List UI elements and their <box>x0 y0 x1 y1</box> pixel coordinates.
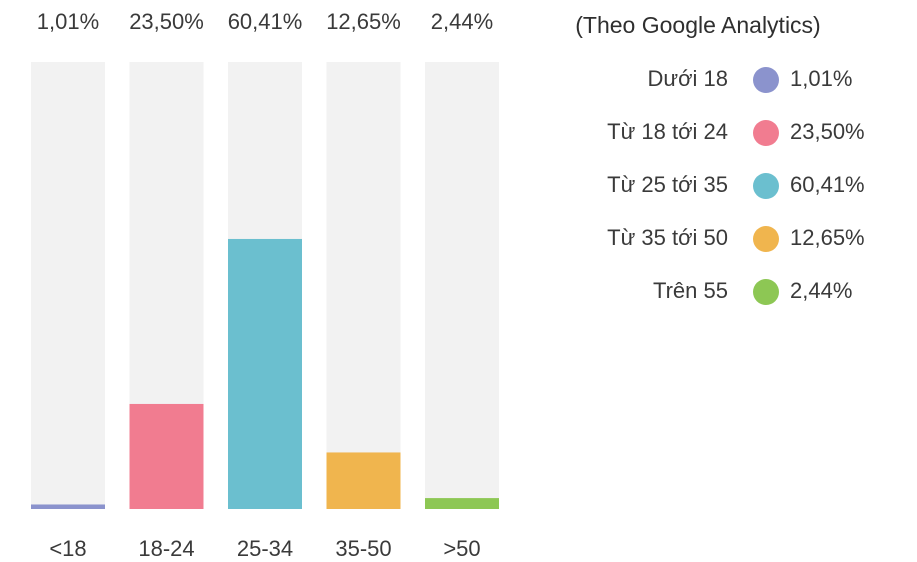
legend-value: 12,65% <box>790 225 865 250</box>
bar <box>326 452 401 509</box>
legend-swatch <box>753 279 779 305</box>
value-label: 1,01% <box>37 9 99 34</box>
legend-swatch <box>753 226 779 252</box>
legend-value: 2,44% <box>790 278 852 303</box>
bar <box>129 403 204 509</box>
legend-value: 1,01% <box>790 66 852 91</box>
value-label: 2,44% <box>431 9 493 34</box>
bar <box>425 498 499 509</box>
legend-label: Từ 25 tới 35 <box>607 172 728 197</box>
value-label: 23,50% <box>129 9 204 34</box>
bar-track <box>326 62 401 509</box>
x-tick-label: 35-50 <box>335 536 391 561</box>
legend-label: Từ 18 tới 24 <box>607 119 728 144</box>
x-tick-label: <18 <box>49 536 86 561</box>
bar-track <box>31 62 105 509</box>
bar-track <box>425 62 499 509</box>
legend-label: Từ 35 tới 50 <box>607 225 728 250</box>
legend-label: Dưới 18 <box>647 66 728 91</box>
value-label: 60,41% <box>228 9 303 34</box>
legend-swatch <box>753 120 779 146</box>
legend-title: (Theo Google Analytics) <box>575 12 820 38</box>
legend-label: Trên 55 <box>653 278 728 303</box>
x-tick-label: 18-24 <box>138 536 194 561</box>
legend-value: 60,41% <box>790 172 865 197</box>
legend-value: 23,50% <box>790 119 865 144</box>
bar <box>31 504 105 509</box>
bar <box>228 238 302 510</box>
legend-swatch <box>753 173 779 199</box>
x-tick-label: 25-34 <box>237 536 293 561</box>
x-tick-label: >50 <box>443 536 480 561</box>
value-label: 12,65% <box>326 9 401 34</box>
legend-swatch <box>753 67 779 93</box>
